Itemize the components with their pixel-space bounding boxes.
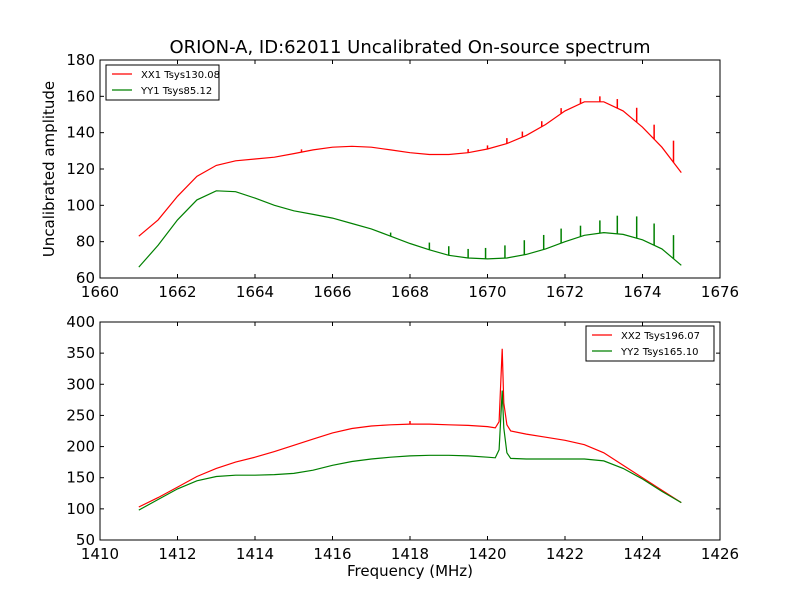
top-x-tick-label: 1670 bbox=[468, 283, 506, 301]
bottom-legend-label-xx2: XX2 Tsys196.07 bbox=[621, 331, 700, 342]
bottom-y-tick-label: 100 bbox=[66, 500, 95, 518]
top-y-tick-label: 120 bbox=[66, 160, 95, 178]
bottom-y-tick-label: 150 bbox=[66, 469, 95, 487]
bottom-x-tick-label: 1414 bbox=[236, 545, 274, 563]
bottom-x-tick-label: 1412 bbox=[158, 545, 196, 563]
chart-title: ORION-A, ID:62011 Uncalibrated On-source… bbox=[169, 37, 650, 58]
top-y-tick-label: 180 bbox=[66, 51, 95, 69]
top-y-tick-label: 100 bbox=[66, 196, 95, 214]
top-x-tick-label: 1660 bbox=[81, 283, 119, 301]
bottom-legend-label-yy2: YY2 Tsys165.10 bbox=[620, 347, 699, 358]
bottom-x-tick-label: 1416 bbox=[313, 545, 351, 563]
top-y-tick-label: 160 bbox=[66, 87, 95, 105]
bottom-y-tick-label: 350 bbox=[66, 344, 95, 362]
top-x-tick-label: 1676 bbox=[701, 283, 739, 301]
top-x-tick-label: 1662 bbox=[158, 283, 196, 301]
top-legend-box bbox=[105, 64, 220, 101]
top-y-tick-label: 60 bbox=[76, 269, 95, 287]
bottom-x-tick-label: 1410 bbox=[81, 545, 119, 563]
top-legend-label-yy1: YY1 Tsys85.12 bbox=[140, 86, 212, 97]
top-y-tick-label: 140 bbox=[66, 124, 95, 142]
bottom-series-line-1 bbox=[138, 390, 682, 511]
top-x-tick-label: 1672 bbox=[546, 283, 584, 301]
bottom-legend-box bbox=[585, 325, 715, 362]
bottom-x-axis-label: Frequency (MHz) bbox=[347, 562, 473, 580]
bottom-y-tick-label: 300 bbox=[66, 375, 95, 393]
bottom-x-tick-label: 1424 bbox=[623, 545, 661, 563]
bottom-plot: 1410 1412 1414 1416 1418 1420 1422 1424 1426 50 10… bbox=[66, 313, 739, 580]
top-y-tick-label: 80 bbox=[76, 233, 95, 251]
bottom-y-tick-label: 200 bbox=[66, 438, 95, 456]
top-x-tick-label: 1666 bbox=[313, 283, 351, 301]
top-axis-ticks: 1660 1662 1664 1666 1668 1670 1672 1674 1676 60 80… bbox=[66, 51, 739, 301]
bottom-x-tick-label: 1418 bbox=[391, 545, 429, 563]
top-x-tick-label: 1668 bbox=[391, 283, 429, 301]
bottom-y-tick-label: 400 bbox=[66, 313, 95, 331]
bottom-y-tick-label: 250 bbox=[66, 406, 95, 424]
top-x-tick-label: 1674 bbox=[623, 283, 661, 301]
top-legend: XX1 Tsys130.08 YY1 Tsys85.12 bbox=[105, 64, 220, 101]
top-y-axis-label: Uncalibrated amplitude bbox=[40, 81, 58, 257]
bottom-x-tick-label: 1420 bbox=[468, 545, 506, 563]
bottom-x-tick-label: 1422 bbox=[546, 545, 584, 563]
top-series-line-0 bbox=[138, 101, 682, 237]
bottom-series-lines bbox=[138, 348, 682, 511]
bottom-y-tick-label: 50 bbox=[76, 531, 95, 549]
bottom-series-line-0 bbox=[138, 348, 682, 508]
bottom-axis-ticks: 1410 1412 1414 1416 1418 1420 1422 1424 1426 50 10… bbox=[66, 313, 739, 563]
bottom-x-tick-label: 1426 bbox=[701, 545, 739, 563]
top-legend-label-xx1: XX1 Tsys130.08 bbox=[141, 70, 220, 81]
bottom-legend: XX2 Tsys196.07 YY2 Tsys165.10 bbox=[585, 325, 715, 362]
top-x-tick-label: 1664 bbox=[236, 283, 274, 301]
top-series-lines bbox=[138, 96, 682, 268]
top-series-line-1 bbox=[138, 190, 682, 268]
top-plot: 1660 1662 1664 1666 1668 1670 1672 1674 1676 60 80… bbox=[40, 51, 739, 301]
